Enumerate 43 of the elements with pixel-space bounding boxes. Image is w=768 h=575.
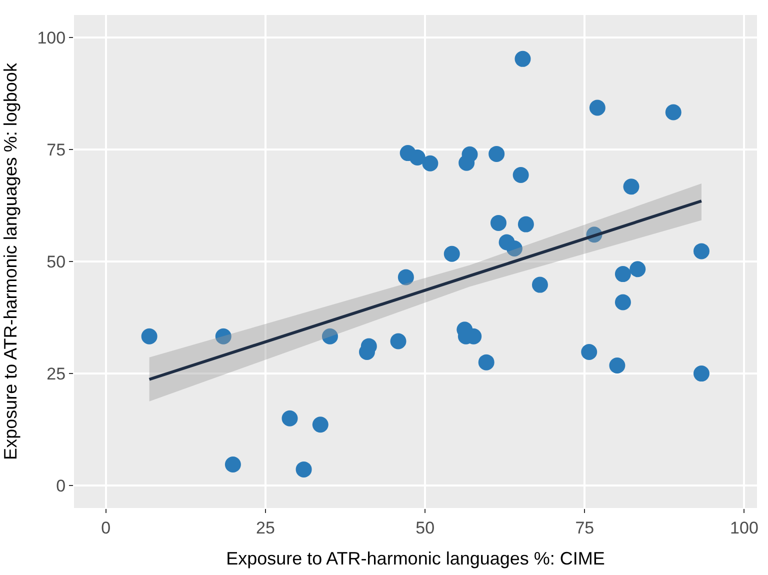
y-tick-label: 75 <box>46 140 66 160</box>
point <box>609 357 626 374</box>
x-tick-label: 0 <box>101 518 111 538</box>
point <box>488 146 505 162</box>
point <box>322 328 338 344</box>
point <box>506 240 522 256</box>
point <box>490 214 506 231</box>
y-tick-label: 25 <box>46 364 66 384</box>
point <box>532 276 548 293</box>
x-tick-label: 50 <box>416 518 435 538</box>
point <box>312 416 328 433</box>
point <box>215 328 232 344</box>
point <box>514 50 531 67</box>
point <box>398 269 414 286</box>
point <box>512 167 529 183</box>
point <box>390 333 406 350</box>
x-tick-label: 100 <box>730 518 758 538</box>
point <box>422 155 438 172</box>
point <box>630 261 646 278</box>
point <box>693 366 710 382</box>
point <box>462 146 478 162</box>
point <box>581 344 598 360</box>
point <box>141 328 158 344</box>
y-tick-label: 50 <box>46 252 66 272</box>
point <box>296 461 312 478</box>
point <box>518 216 534 232</box>
x-axis-title: Exposure to ATR-harmonic languages %: CIME <box>226 548 605 568</box>
point <box>589 100 606 116</box>
point <box>693 243 710 260</box>
y-axis-title: Exposure to ATR-harmonic languages %: logbook <box>0 62 20 460</box>
y-tick-label: 100 <box>37 28 66 48</box>
point <box>282 410 298 426</box>
point <box>478 354 494 370</box>
point <box>623 178 640 195</box>
point <box>224 456 241 473</box>
y-tick-label: 0 <box>56 476 66 496</box>
point <box>444 246 460 262</box>
x-tick-label: 25 <box>256 518 275 538</box>
point <box>409 150 426 166</box>
point <box>614 266 631 282</box>
point <box>614 294 631 310</box>
x-tick-label: 75 <box>575 518 594 538</box>
point <box>665 104 682 120</box>
